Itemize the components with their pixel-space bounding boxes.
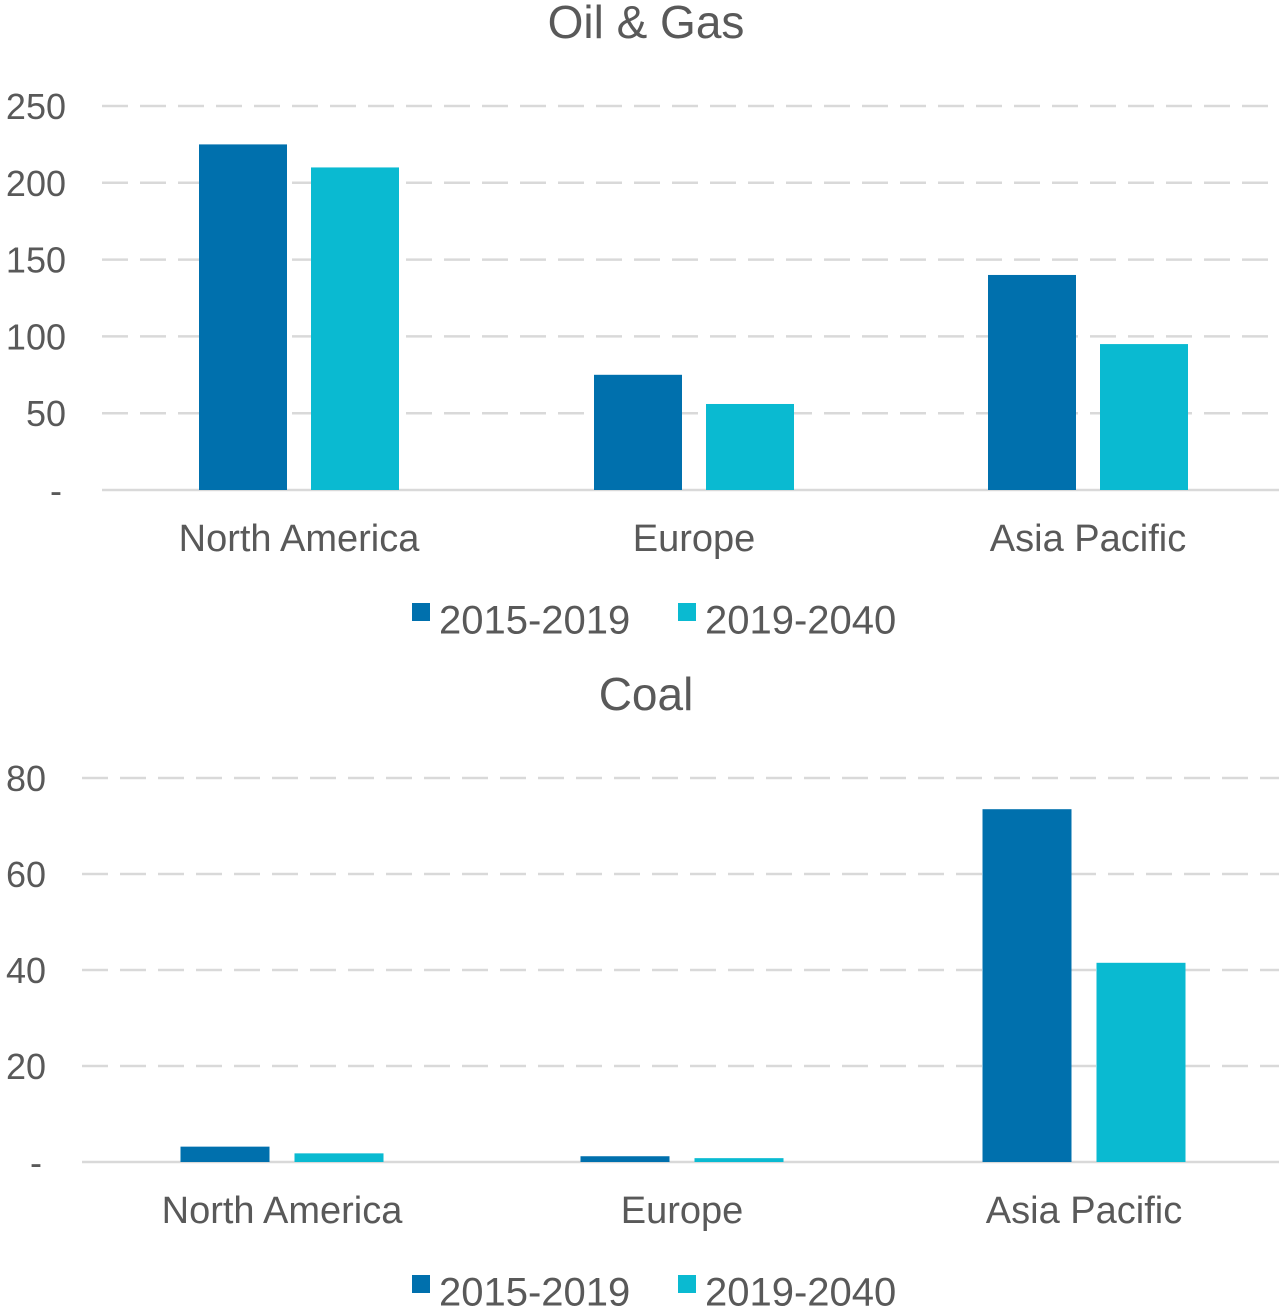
chart-2-y-tick-label: 60 <box>6 854 46 895</box>
chart-1-category-label: Asia Pacific <box>990 518 1186 560</box>
chart-2-legend-swatch <box>678 1275 696 1293</box>
chart-2-y-tick-label: 40 <box>6 950 46 991</box>
chart-1-y-tick-label: 200 <box>6 163 66 204</box>
chart-1-title: Oil & Gas <box>548 0 745 48</box>
chart-1-bar <box>988 274 1076 490</box>
chart-2-legend-label: 2015-2019 <box>439 1271 630 1310</box>
chart-2-legend-swatch <box>412 1275 430 1293</box>
chart-2-y-tick-label: 20 <box>6 1046 46 1087</box>
chart-2-y-tick-label: - <box>30 1142 42 1183</box>
chart-2-bar <box>1096 962 1186 1162</box>
chart-1-category-label: North America <box>179 518 421 560</box>
chart-2-bar <box>580 1156 670 1162</box>
chart-1-legend-swatch <box>678 603 696 621</box>
chart-1-legend-swatch <box>412 603 430 621</box>
chart-1-bar <box>311 167 399 490</box>
chart-1-y-tick-label: 100 <box>6 316 66 357</box>
chart-1-y-tick-label: 250 <box>6 86 66 127</box>
chart-1-y-tick-label: 50 <box>26 393 66 434</box>
chart-1-y-tick-label: - <box>50 470 62 511</box>
chart-1-legend-label: 2019-2040 <box>705 599 896 643</box>
chart-2-title: Coal <box>599 668 694 720</box>
chart-2-bar <box>294 1153 384 1162</box>
chart-1-bar <box>1100 344 1188 490</box>
chart-2-category-label: Europe <box>621 1190 744 1232</box>
chart-1-legend-label: 2015-2019 <box>439 599 630 643</box>
chart-2-y-tick-label: 80 <box>6 758 46 799</box>
chart-2-bar <box>694 1158 784 1162</box>
chart-2-legend-label: 2019-2040 <box>705 1271 896 1310</box>
chart-1-category-label: Europe <box>633 518 756 560</box>
chart-2-category-label: North America <box>162 1190 404 1232</box>
chart-1-y-tick-label: 150 <box>6 240 66 281</box>
chart-2-bar <box>982 809 1072 1162</box>
chart-2-category-label: Asia Pacific <box>986 1190 1182 1232</box>
chart-1-bar <box>199 144 287 490</box>
chart-2-bar <box>180 1146 270 1162</box>
chart-1-bar <box>706 403 794 490</box>
chart-1-bar <box>594 374 682 490</box>
